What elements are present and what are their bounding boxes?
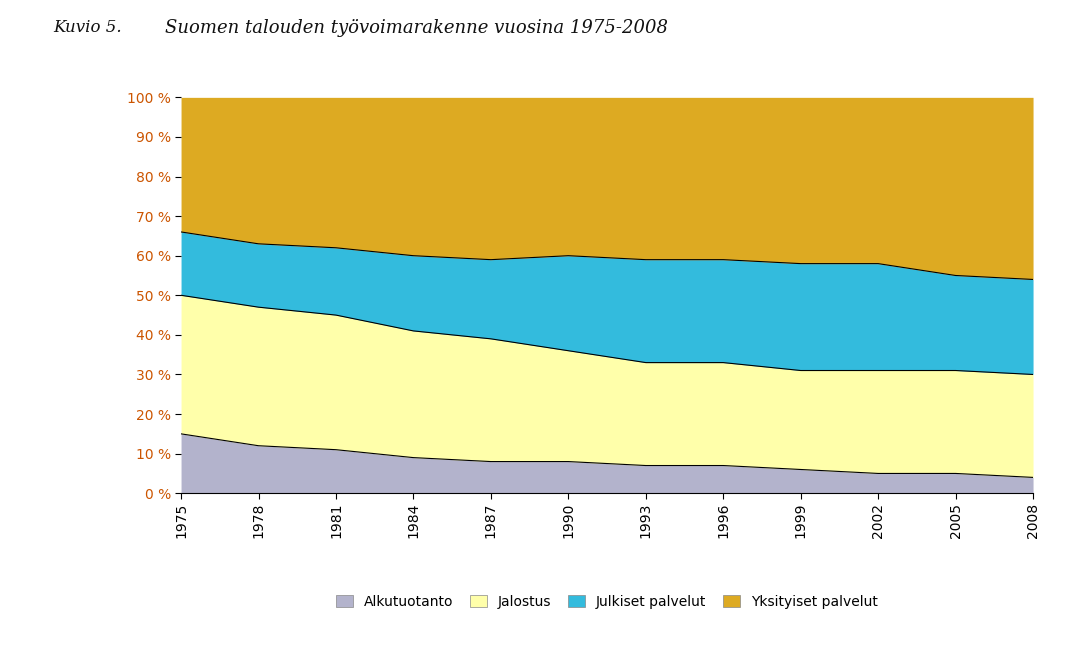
Legend: Alkutuotanto, Jalostus, Julkiset palvelut, Yksityiset palvelut: Alkutuotanto, Jalostus, Julkiset palvelu… <box>332 591 882 613</box>
Text: Kuvio 5.: Kuvio 5. <box>53 19 121 36</box>
Text: Suomen talouden työvoimarakenne vuosina 1975-2008: Suomen talouden työvoimarakenne vuosina … <box>165 19 668 38</box>
